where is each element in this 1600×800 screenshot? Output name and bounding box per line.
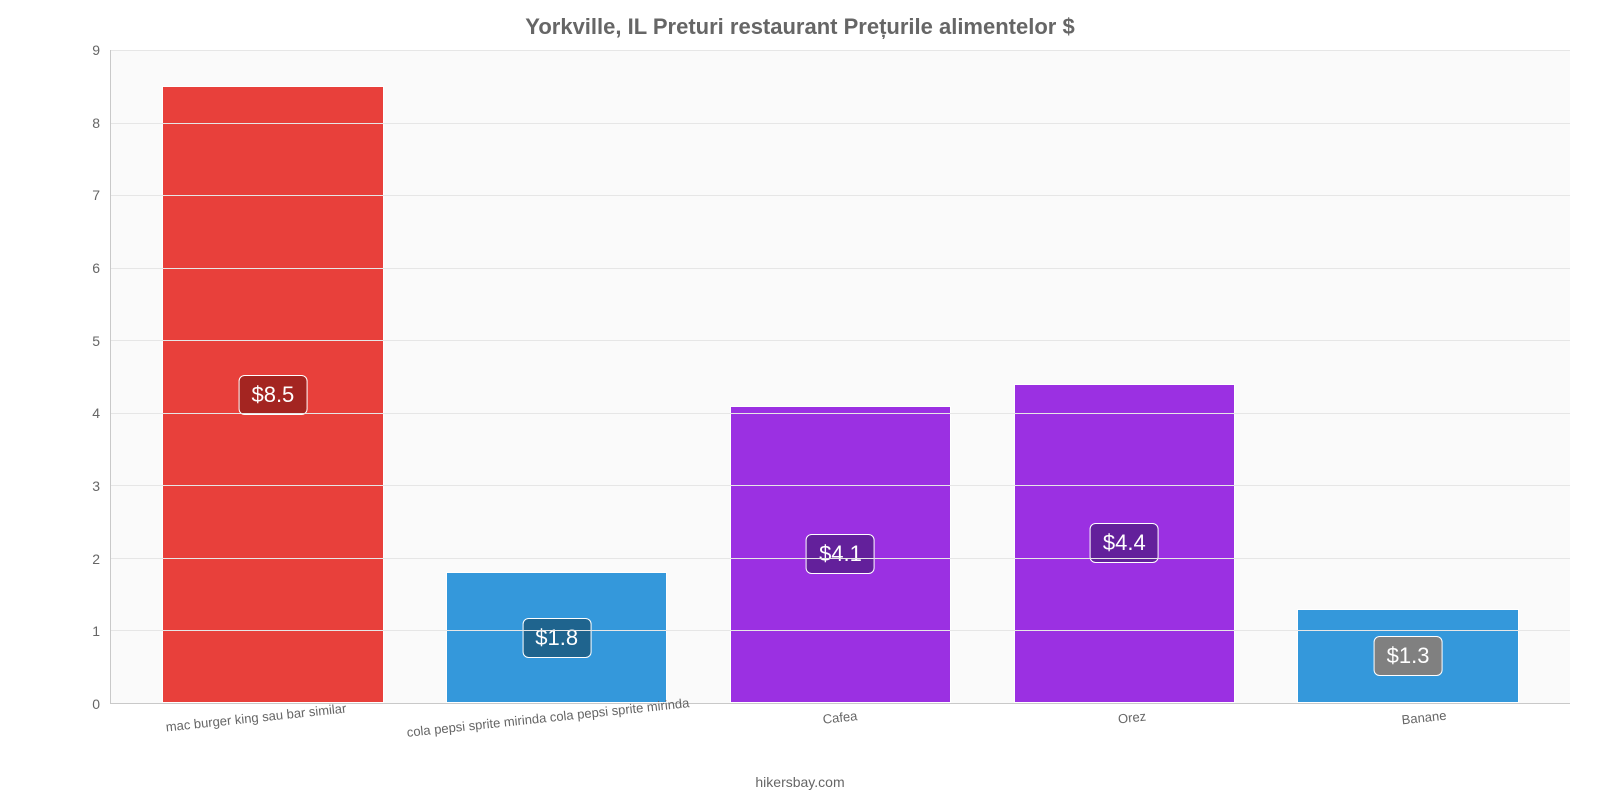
chart-footer: hikersbay.com bbox=[0, 774, 1600, 800]
bar-slot: $8.5 bbox=[131, 50, 415, 703]
y-tick-label: 0 bbox=[92, 696, 100, 712]
grid-line bbox=[111, 268, 1570, 269]
grid-line bbox=[111, 50, 1570, 51]
y-tick-label: 7 bbox=[92, 187, 100, 203]
value-badge: $8.5 bbox=[238, 375, 307, 415]
y-tick-label: 1 bbox=[92, 623, 100, 639]
y-tick-label: 6 bbox=[92, 260, 100, 276]
y-axis: 0123456789 bbox=[30, 50, 110, 704]
price-chart: Yorkville, IL Preturi restaurant Prețuri… bbox=[0, 0, 1600, 800]
x-label-slot: mac burger king sau bar similar bbox=[110, 704, 402, 774]
x-label-slot: Banane bbox=[1278, 704, 1570, 774]
x-label-slot: Orez bbox=[986, 704, 1278, 774]
y-tick-label: 9 bbox=[92, 42, 100, 58]
grid-line bbox=[111, 485, 1570, 486]
grid-line bbox=[111, 123, 1570, 124]
bar: $4.1 bbox=[730, 406, 951, 703]
bar: $1.8 bbox=[446, 572, 667, 703]
value-badge: $4.1 bbox=[806, 534, 875, 574]
bar-slot: $1.3 bbox=[1266, 50, 1550, 703]
y-tick-label: 5 bbox=[92, 333, 100, 349]
bar: $4.4 bbox=[1014, 384, 1235, 703]
x-tick-label: Orez bbox=[1117, 709, 1147, 727]
grid-line bbox=[111, 195, 1570, 196]
bar-slot: $1.8 bbox=[415, 50, 699, 703]
grid-line bbox=[111, 558, 1570, 559]
grid-line bbox=[111, 413, 1570, 414]
y-tick-label: 4 bbox=[92, 405, 100, 421]
x-tick-label: mac burger king sau bar similar bbox=[165, 701, 347, 735]
y-tick-label: 3 bbox=[92, 478, 100, 494]
x-tick-label: Cafea bbox=[822, 708, 858, 727]
x-tick-label: Banane bbox=[1401, 708, 1447, 728]
x-label-slot: cola pepsi sprite mirinda cola pepsi spr… bbox=[402, 704, 694, 774]
value-badge: $1.3 bbox=[1374, 636, 1443, 676]
bars-container: $8.5 $1.8 $4.1 $4.4 $1.3 bbox=[111, 50, 1570, 703]
bar: $8.5 bbox=[162, 86, 383, 703]
bar-slot: $4.1 bbox=[699, 50, 983, 703]
grid-line bbox=[111, 630, 1570, 631]
y-tick-label: 8 bbox=[92, 115, 100, 131]
y-tick-label: 2 bbox=[92, 551, 100, 567]
plot-row: 0123456789 $8.5$1.8$4.1$4.4$1.3 bbox=[0, 40, 1600, 704]
bar: $1.3 bbox=[1297, 609, 1518, 703]
x-label-slot: Cafea bbox=[694, 704, 986, 774]
chart-title: Yorkville, IL Preturi restaurant Prețuri… bbox=[0, 0, 1600, 40]
plot-area: $8.5 $1.8 $4.1 $4.4 $1.3 bbox=[110, 50, 1570, 704]
value-badge: $1.8 bbox=[522, 618, 591, 658]
bar-slot: $4.4 bbox=[982, 50, 1266, 703]
grid-line bbox=[111, 340, 1570, 341]
x-axis: mac burger king sau bar similar cola peps… bbox=[0, 704, 1600, 774]
